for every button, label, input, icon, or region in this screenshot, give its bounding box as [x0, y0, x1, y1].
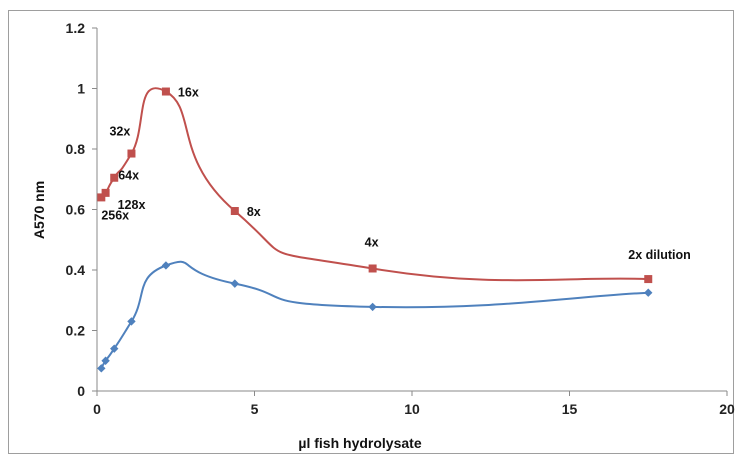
- series-point-0: [101, 188, 110, 197]
- series-point-1: [368, 302, 377, 312]
- series-point-1: [230, 279, 240, 288]
- series-point-0: [97, 193, 106, 202]
- series-point-0: [230, 207, 239, 216]
- x-tick-label: 10: [404, 401, 420, 417]
- series-line-0: [100, 87, 649, 282]
- series-line-1: [100, 260, 649, 369]
- y-tick-label: 1: [77, 81, 85, 97]
- x-tick-label: 0: [93, 401, 101, 417]
- y-tick-label: 0: [77, 383, 85, 399]
- series-point-1: [101, 356, 110, 365]
- dilution-label: 8x: [247, 205, 261, 219]
- dilution-label: 16x: [178, 86, 199, 100]
- y-tick-label: 0.8: [66, 141, 86, 157]
- dilution-label: 256x: [101, 208, 129, 222]
- dilution-label: 64x: [118, 169, 139, 183]
- series-point-1: [110, 344, 119, 353]
- x-tick-label: 5: [251, 401, 259, 417]
- series-point-1: [161, 261, 171, 270]
- series-point-1: [127, 317, 136, 326]
- dilution-label: 4x: [365, 235, 379, 249]
- series-point-0: [161, 87, 170, 96]
- series-point-0: [368, 264, 377, 273]
- series-point-0: [110, 173, 119, 182]
- y-tick-label: 0.6: [66, 202, 86, 218]
- axes: [96, 28, 727, 392]
- ticks: [92, 27, 728, 396]
- y-tick-label: 0.4: [66, 262, 86, 278]
- series-point-0: [644, 275, 653, 284]
- y-axis-title: A570 nm: [31, 181, 47, 239]
- series-point-0: [127, 149, 136, 158]
- dilution-label: 2x dilution: [628, 248, 691, 262]
- y-tick-label: 1.2: [66, 20, 86, 36]
- tick-labels: 0 5 10 15 20 0 0.2 0.4 0.6 0.8 1 1.2: [66, 20, 735, 417]
- series-point-1: [644, 288, 653, 297]
- x-tick-label: 15: [562, 401, 578, 417]
- dilution-label: 128x: [118, 198, 146, 212]
- x-tick-label: 20: [719, 401, 735, 417]
- y-tick-label: 0.2: [66, 323, 86, 339]
- x-axis-title: µl fish hydrolysate: [298, 435, 421, 451]
- dilution-label: 32x: [109, 125, 130, 139]
- series-layer: [97, 87, 653, 373]
- chart-frame: [8, 10, 734, 454]
- series-point-1: [97, 364, 106, 373]
